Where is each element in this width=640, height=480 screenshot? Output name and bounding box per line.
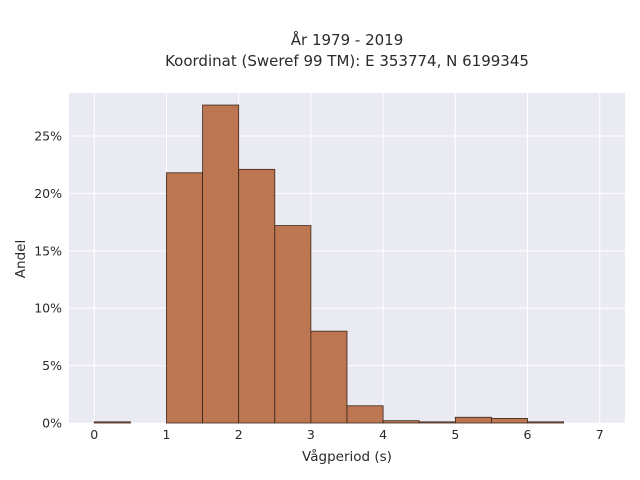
histogram-bar — [418, 421, 456, 424]
x-tick-label: 1 — [163, 427, 171, 442]
histogram-bar — [238, 168, 276, 424]
x-axis-label: Vågperiod (s) — [302, 448, 392, 465]
histogram-bar — [274, 225, 312, 424]
y-tick-label: 15% — [34, 243, 62, 258]
histogram-bar — [527, 421, 565, 424]
chart-title-line-1: År 1979 - 2019 — [291, 30, 404, 49]
x-tick-label: 3 — [307, 427, 315, 442]
x-tick-label: 0 — [90, 427, 98, 442]
histogram-bar — [454, 416, 492, 424]
histogram-bar — [93, 421, 131, 424]
histogram-bar — [202, 104, 240, 424]
histogram-bar — [166, 172, 203, 424]
histogram-bar — [491, 418, 528, 424]
y-tick-label: 0% — [42, 416, 62, 431]
x-tick-label: 5 — [451, 427, 459, 442]
y-axis-label: Andel — [13, 240, 29, 278]
histogram-bar — [382, 420, 420, 424]
histogram-bar — [346, 405, 384, 424]
histogram-bar — [310, 330, 348, 424]
y-tick-label: 20% — [34, 186, 62, 201]
y-tick-label: 25% — [34, 129, 62, 144]
y-tick-label: 5% — [42, 358, 62, 373]
x-tick-label: 6 — [524, 427, 532, 442]
x-axis-ticks: 0 1 2 3 4 5 6 7 — [90, 427, 603, 442]
y-axis-ticks: 0% 5% 10% 15% 20% 25% — [34, 129, 62, 431]
x-tick-label: 4 — [379, 427, 387, 442]
x-tick-label: 2 — [235, 427, 243, 442]
histogram-bars — [93, 104, 565, 424]
y-tick-label: 10% — [34, 301, 62, 316]
x-tick-label: 7 — [596, 427, 604, 442]
chart-title-line-2: Koordinat (Sweref 99 TM): E 353774, N 61… — [165, 52, 529, 70]
